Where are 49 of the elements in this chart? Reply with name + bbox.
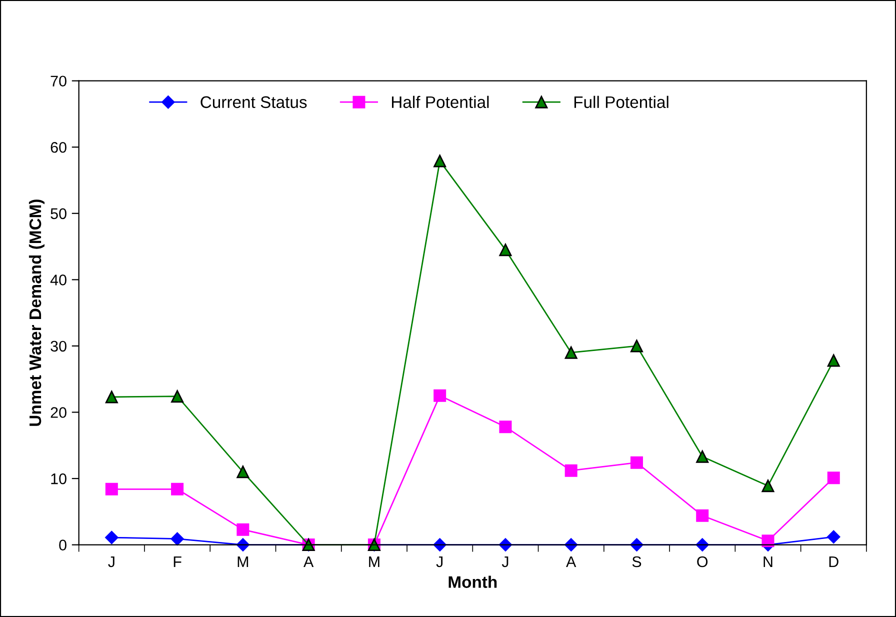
x-tick-label: J: [436, 556, 443, 568]
point: [170, 532, 184, 546]
x-tick-label: A: [566, 556, 576, 567]
y-tick-label: 30: [50, 340, 66, 352]
point: [498, 538, 512, 552]
x-axis-title: Month: [448, 576, 497, 588]
y-tick-label: 40: [50, 274, 66, 286]
x-tick-label: J: [108, 556, 114, 568]
point: [434, 154, 446, 168]
point: [827, 530, 840, 544]
point: [236, 466, 250, 478]
legend-label: Half Potential: [392, 96, 489, 108]
x-tick-label: J: [502, 556, 508, 568]
x-tick-label: N: [764, 556, 772, 567]
point: [564, 464, 578, 477]
point: [499, 244, 512, 256]
point: [105, 530, 118, 544]
point: [499, 420, 512, 434]
point: [171, 390, 184, 403]
x-tick-label: F: [174, 556, 182, 567]
y-tick-label: 60: [50, 142, 66, 153]
point: [105, 390, 118, 404]
point: [171, 482, 184, 496]
point: [696, 450, 709, 463]
x-tick-label: M: [238, 556, 248, 567]
x-tick-label: S: [632, 556, 642, 568]
legend-label: Current Status: [200, 96, 307, 108]
point: [236, 523, 250, 536]
y-tick-label: 50: [50, 208, 66, 220]
point: [630, 340, 643, 352]
point: [564, 346, 578, 359]
x-tick-label: A: [303, 556, 314, 567]
point: [105, 482, 118, 496]
y-tick-label: 0: [59, 540, 66, 550]
point: [827, 354, 840, 367]
x-tick-label: O: [697, 556, 708, 568]
point: [630, 456, 643, 469]
x-tick-label: D: [829, 556, 838, 567]
point: [696, 509, 709, 522]
point: [762, 480, 774, 492]
point: [762, 534, 774, 548]
y-tick-label: 10: [51, 473, 66, 484]
legend-label: Full Potential: [574, 96, 668, 108]
y-tick-label: 70: [50, 76, 66, 87]
point: [827, 472, 840, 484]
y-axis-title: Unmet Water Demand (MCM): [28, 200, 44, 426]
y-tick-label: 20: [50, 407, 66, 418]
point: [434, 389, 446, 402]
x-tick-label: M: [369, 556, 380, 567]
